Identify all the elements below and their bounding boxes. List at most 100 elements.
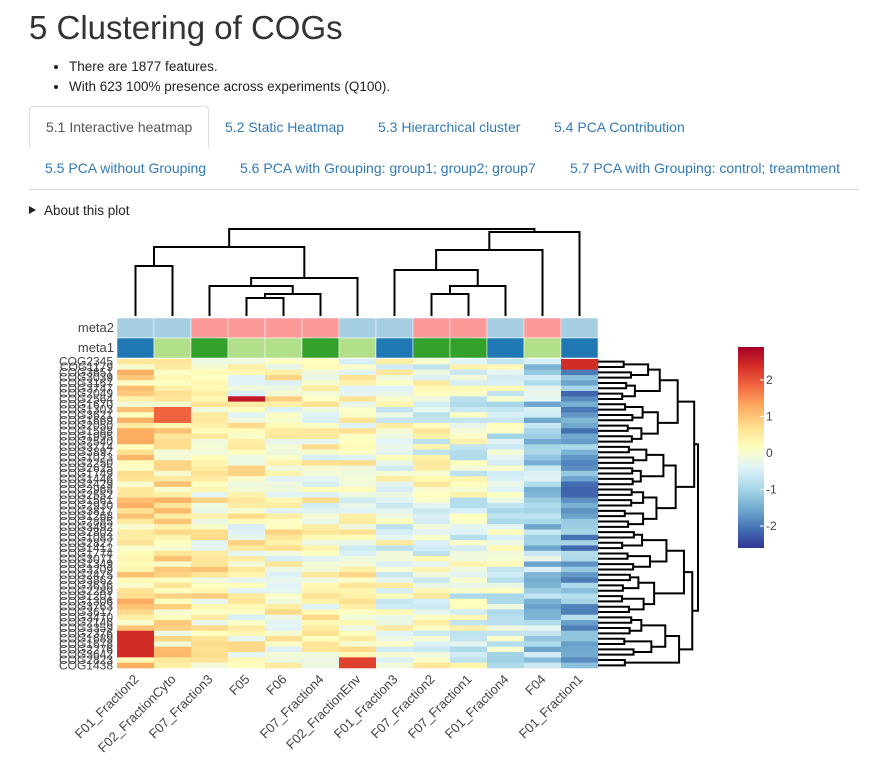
heatmap-cell[interactable]: [302, 524, 340, 530]
heatmap-cell[interactable]: [413, 566, 451, 573]
heatmap-cell[interactable]: [265, 513, 303, 520]
heatmap-cell[interactable]: [228, 604, 266, 610]
heatmap-cell[interactable]: [450, 625, 488, 632]
heatmap-cell[interactable]: [561, 492, 599, 498]
heatmap-cell[interactable]: [413, 524, 451, 530]
heatmap-cell[interactable]: [376, 401, 414, 408]
heatmap-cell[interactable]: [413, 657, 451, 663]
heatmap-cell[interactable]: [450, 449, 488, 456]
heatmap-cell[interactable]: [561, 518, 599, 525]
heatmap-cell[interactable]: [487, 401, 525, 408]
heatmap-cell[interactable]: [450, 385, 488, 392]
heatmap-cell[interactable]: [228, 359, 266, 365]
heatmap-cell[interactable]: [154, 396, 192, 402]
heatmap-cell[interactable]: [191, 481, 229, 488]
heatmap-cell[interactable]: [376, 369, 414, 376]
heatmap-cell[interactable]: [376, 380, 414, 386]
heatmap-cell[interactable]: [302, 572, 340, 578]
heatmap-cell[interactable]: [228, 401, 266, 408]
heatmap-cell[interactable]: [561, 614, 599, 621]
heatmap-cell[interactable]: [413, 513, 451, 520]
heatmap-cell[interactable]: [413, 556, 451, 562]
heatmap-cell[interactable]: [450, 401, 488, 408]
annotation-cell[interactable]: [338, 317, 377, 339]
heatmap-cell[interactable]: [339, 476, 377, 482]
heatmap-cell[interactable]: [117, 481, 155, 488]
heatmap-cell[interactable]: [450, 598, 488, 605]
heatmap-cell[interactable]: [265, 508, 303, 514]
heatmap-cell[interactable]: [376, 577, 414, 584]
heatmap-cell[interactable]: [228, 454, 266, 461]
heatmap-cell[interactable]: [524, 529, 562, 536]
heatmap-cell[interactable]: [413, 609, 451, 616]
heatmap-cell[interactable]: [339, 406, 377, 413]
heatmap-cell[interactable]: [302, 465, 340, 472]
heatmap-cell[interactable]: [376, 652, 414, 658]
heatmap-cell[interactable]: [524, 417, 562, 424]
heatmap-cell[interactable]: [302, 550, 340, 557]
annotation-cell[interactable]: [523, 337, 562, 359]
heatmap-cell[interactable]: [561, 428, 599, 434]
heatmap-cell[interactable]: [265, 561, 303, 568]
heatmap-cell[interactable]: [413, 385, 451, 392]
heatmap-cell[interactable]: [154, 636, 192, 642]
heatmap-cell[interactable]: [413, 390, 451, 397]
heatmap-cell[interactable]: [450, 380, 488, 386]
heatmap-cell[interactable]: [524, 374, 562, 381]
heatmap-cell[interactable]: [561, 396, 599, 402]
heatmap-cell[interactable]: [524, 444, 562, 450]
heatmap-cell[interactable]: [339, 625, 377, 632]
heatmap-cell[interactable]: [117, 422, 155, 429]
heatmap-cell[interactable]: [154, 657, 192, 663]
heatmap-cell[interactable]: [561, 465, 599, 472]
heatmap-cell[interactable]: [376, 646, 414, 653]
annotation-cell[interactable]: [153, 337, 192, 359]
heatmap-cell[interactable]: [154, 374, 192, 381]
heatmap-cell[interactable]: [228, 598, 266, 605]
heatmap-cell[interactable]: [117, 646, 155, 653]
heatmap-cell[interactable]: [487, 662, 525, 669]
heatmap-cell[interactable]: [450, 636, 488, 642]
heatmap-cell[interactable]: [228, 486, 266, 493]
heatmap-cell[interactable]: [191, 636, 229, 642]
heatmap-cell[interactable]: [376, 662, 414, 669]
heatmap-cell[interactable]: [339, 444, 377, 450]
heatmap-cell[interactable]: [450, 518, 488, 525]
heatmap-cell[interactable]: [191, 359, 229, 365]
heatmap-cell[interactable]: [487, 550, 525, 557]
heatmap-cell[interactable]: [413, 412, 451, 418]
heatmap-cell[interactable]: [302, 641, 340, 647]
heatmap-cell[interactable]: [487, 513, 525, 520]
heatmap-cell[interactable]: [154, 449, 192, 456]
heatmap-cell[interactable]: [339, 518, 377, 525]
heatmap-cell[interactable]: [524, 556, 562, 562]
heatmap-cell[interactable]: [487, 657, 525, 663]
heatmap-cell[interactable]: [376, 513, 414, 520]
heatmap-cell[interactable]: [413, 518, 451, 525]
annotation-cell[interactable]: [190, 337, 229, 359]
heatmap-cell[interactable]: [154, 620, 192, 626]
heatmap-cell[interactable]: [191, 497, 229, 504]
heatmap-cell[interactable]: [450, 460, 488, 466]
heatmap-cell[interactable]: [302, 438, 340, 445]
heatmap-cell[interactable]: [191, 390, 229, 397]
annotation-cell[interactable]: [153, 317, 192, 339]
heatmap-cell[interactable]: [524, 449, 562, 456]
heatmap-cell[interactable]: [339, 534, 377, 541]
heatmap-cell[interactable]: [339, 556, 377, 562]
heatmap-cell[interactable]: [265, 598, 303, 605]
annotation-cell[interactable]: [486, 317, 525, 339]
heatmap-cell[interactable]: [339, 486, 377, 493]
heatmap-cell[interactable]: [524, 454, 562, 461]
heatmap-cell[interactable]: [154, 422, 192, 429]
heatmap-cell[interactable]: [524, 364, 562, 370]
heatmap-cell[interactable]: [228, 492, 266, 498]
heatmap-cell[interactable]: [302, 412, 340, 418]
heatmap-cell[interactable]: [154, 412, 192, 418]
heatmap-cell[interactable]: [265, 524, 303, 530]
heatmap-cell[interactable]: [302, 444, 340, 450]
heatmap-cell[interactable]: [302, 662, 340, 669]
heatmap-cell[interactable]: [561, 566, 599, 573]
heatmap-cell[interactable]: [117, 614, 155, 621]
heatmap-cell[interactable]: [191, 646, 229, 653]
